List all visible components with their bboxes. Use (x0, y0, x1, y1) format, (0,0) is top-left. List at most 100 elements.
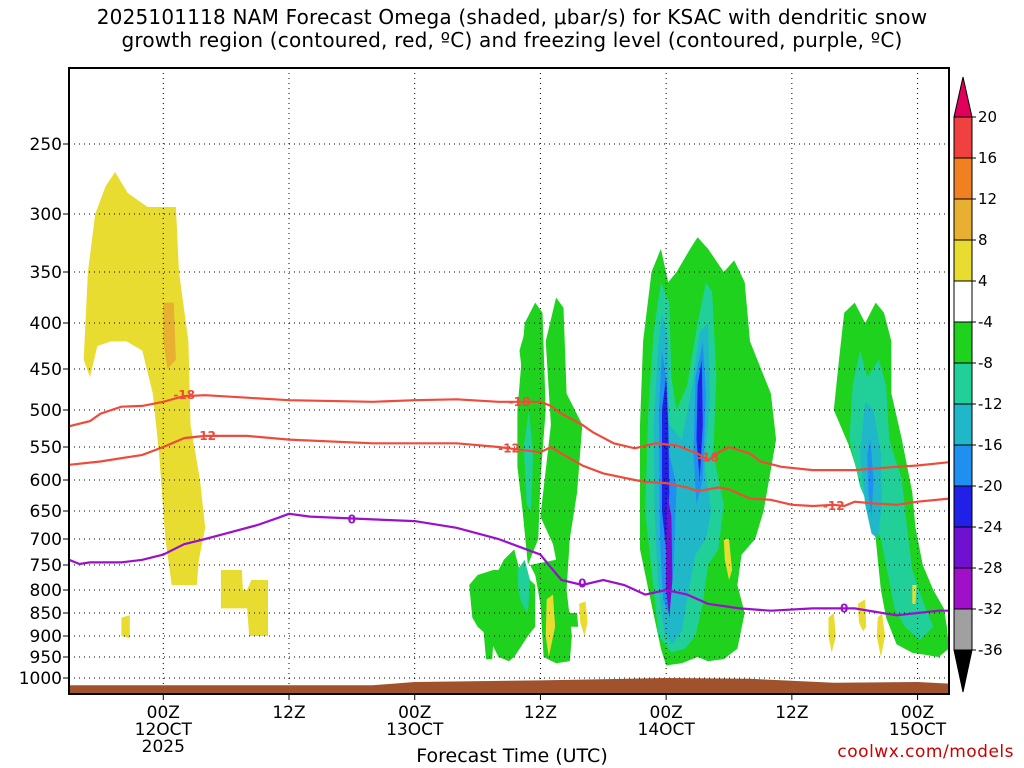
omega-region (828, 613, 836, 653)
y-tick-label: 650 (30, 502, 62, 522)
y-tick-label: 550 (30, 438, 62, 458)
colorbar-segment (953, 321, 973, 364)
colorbar-segment (953, 608, 973, 651)
y-tick-label: 250 (30, 135, 62, 155)
y-tick-label: 850 (30, 604, 62, 624)
colorbar-segment (953, 116, 973, 159)
x-tick-label: 00Z (147, 703, 180, 723)
colorbar-label: -32 (978, 600, 1003, 618)
contour-label: 0 (578, 577, 586, 591)
contour-label: -18 (697, 451, 719, 465)
temperature-contours: -18 -18 -18 -12 -12 -12 0 0 0 (69, 388, 949, 617)
y-axis: 250 300 350 400 450 500 550 600 650 700 750 800 850 9… (19, 135, 69, 689)
colorbar-label: -4 (978, 313, 993, 331)
plot-frame (68, 67, 950, 695)
x-tick-label: 12OCT (135, 720, 193, 740)
x-tick-label: 00Z (398, 703, 431, 723)
colorbar-segment (953, 280, 973, 323)
colorbar-segment (953, 403, 973, 446)
y-tick-label: 900 (30, 627, 62, 647)
colorbar-segment (953, 444, 973, 487)
y-tick-label: 950 (30, 648, 62, 668)
y-tick-label: 600 (30, 471, 62, 491)
y-tick-label: 750 (30, 556, 62, 576)
colorbar-label: -36 (978, 641, 1003, 659)
x-tick-label: 00Z (901, 703, 934, 723)
y-tick-label: 400 (30, 314, 62, 334)
omega-region (696, 359, 703, 480)
colorbar-label: 4 (978, 272, 988, 290)
y-tick-label: 450 (30, 360, 62, 380)
title-line-2: growth region (contoured, red, ºC) and f… (121, 28, 903, 52)
colorbar-label: -12 (978, 395, 1003, 413)
omega-region (566, 613, 579, 627)
omega-region (579, 601, 588, 636)
colorbar-top-triangle (953, 76, 973, 118)
colorbar-label: -24 (978, 518, 1003, 536)
credit-text: coolwx.com/models (837, 742, 1014, 762)
x-tick-label: 2025 (142, 737, 185, 757)
colorbar-segment (953, 362, 973, 405)
y-tick-label: 350 (30, 263, 62, 283)
omega-region (121, 615, 130, 639)
omega-region (867, 439, 874, 517)
title-line-1: 2025101118 NAM Forecast Omega (shaded, μ… (96, 5, 928, 29)
omega-region (163, 302, 176, 369)
x-tick-label: 13OCT (386, 720, 444, 740)
y-tick-label: 800 (30, 581, 62, 601)
colorbar-segment (953, 526, 973, 569)
contour-0 (69, 512, 949, 617)
contour-label: -12 (498, 441, 520, 455)
colorbar-label: 20 (978, 108, 997, 126)
contour-label: -18 (509, 395, 531, 409)
x-tick-label: 14OCT (638, 720, 696, 740)
omega-region (517, 559, 530, 613)
x-tick-label: 00Z (650, 703, 683, 723)
omega-region (857, 599, 867, 632)
contour-label: 0 (840, 601, 848, 615)
grid-lines (69, 68, 949, 694)
colorbar-bottom-triangle (953, 649, 973, 693)
chart-title: 2025101118 NAM Forecast Omega (shaded, μ… (0, 6, 1024, 52)
colorbar-segment (953, 157, 973, 200)
omega-shading (83, 172, 949, 666)
contour-label: 0 (348, 512, 356, 526)
y-tick-label: 1000 (19, 669, 62, 689)
contour-label: -18 (173, 388, 195, 402)
colorbar-label: -16 (978, 436, 1003, 454)
omega-region (912, 585, 917, 604)
colorbar-label: 16 (978, 149, 997, 167)
contour-label: -12 (194, 429, 216, 443)
colorbar-segment (953, 239, 973, 282)
omega-region (723, 539, 733, 580)
colorbar-segment (953, 198, 973, 241)
colorbar-segment (953, 485, 973, 528)
omega-region (83, 172, 206, 585)
omega-region (220, 570, 268, 636)
x-tick-label: 12Z (524, 703, 557, 723)
omega-region (517, 302, 546, 565)
omega-region (545, 594, 556, 657)
y-tick-label: 700 (30, 530, 62, 550)
colorbar-label: -8 (978, 354, 993, 372)
omega-region (523, 410, 534, 511)
omega-region (666, 492, 673, 618)
terrain (69, 678, 949, 694)
omega-region (876, 613, 886, 657)
y-tick-label: 500 (30, 401, 62, 421)
x-axis-label: Forecast Time (UTC) (416, 745, 608, 767)
x-tick-label: 12Z (775, 703, 808, 723)
contour--18 (69, 394, 949, 472)
y-tick-label: 300 (30, 205, 62, 225)
contour--12 (69, 434, 949, 508)
omega-region (553, 401, 565, 493)
x-tick-label: 12Z (272, 703, 305, 723)
colorbar-label: 8 (978, 231, 988, 249)
colorbar-label: -20 (978, 477, 1003, 495)
colorbar: 20 16 12 8 4 -4 -8 -12 -16 -20 -24 -28 -32 -36 (953, 76, 1003, 693)
terrain-fill (69, 678, 949, 694)
x-tick-label: 15OCT (889, 720, 947, 740)
colorbar-label: -28 (978, 559, 1003, 577)
